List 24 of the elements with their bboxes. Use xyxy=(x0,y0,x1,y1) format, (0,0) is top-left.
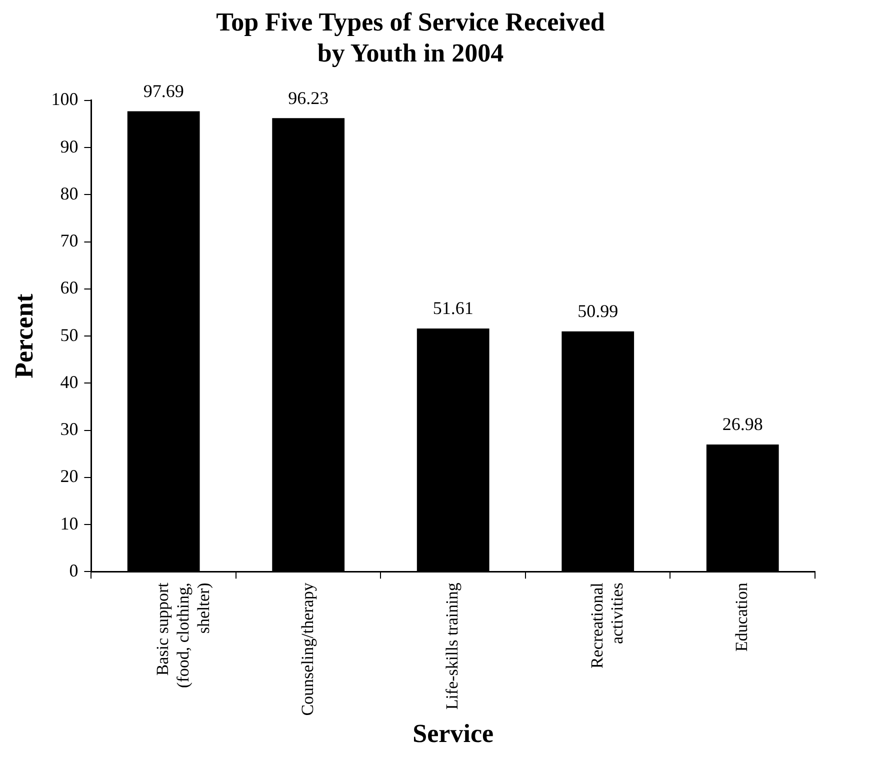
y-tick-label: 60 xyxy=(60,278,78,298)
y-tick-label: 80 xyxy=(60,183,78,204)
data-label: 51.61 xyxy=(432,298,474,318)
y-tick-label: 70 xyxy=(60,230,78,251)
data-label: 97.69 xyxy=(143,81,184,102)
x-tick-label: Counseling/therapy xyxy=(298,582,317,716)
data-label: 26.98 xyxy=(722,414,763,434)
y-tick-label: 100 xyxy=(51,89,78,110)
y-tick-label: 30 xyxy=(60,419,78,440)
data-label: 96.23 xyxy=(288,88,329,108)
y-tick-label: 0 xyxy=(69,560,78,580)
y-axis-title: Percent xyxy=(9,293,38,378)
y-tick-label: 50 xyxy=(60,324,78,345)
y-tick-label: 90 xyxy=(60,136,78,156)
x-tick-label: Education xyxy=(732,582,752,652)
chart-title: Top Five Types of Service Received by Youth in 2004 xyxy=(216,7,606,68)
x-tick-label: Life-skills training xyxy=(442,582,462,710)
data-label: 50.99 xyxy=(578,301,618,322)
x-tick-label: Recreational activities xyxy=(587,582,627,669)
y-tick-label: 20 xyxy=(60,466,78,486)
y-tick-label: 40 xyxy=(60,372,78,392)
y-tick-label: 10 xyxy=(60,513,78,534)
x-tick-label: Basic support (food, clothing, shelter) xyxy=(153,582,213,688)
x-axis-title: Service xyxy=(412,719,494,748)
